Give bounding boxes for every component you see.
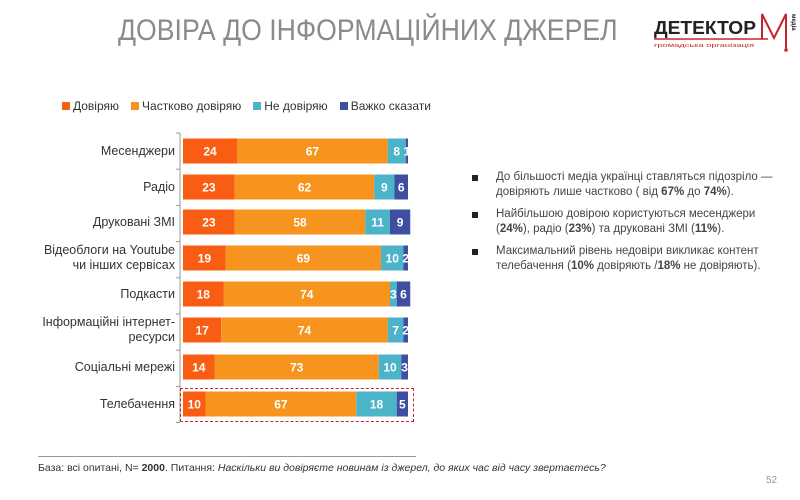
bar-segment <box>394 174 408 200</box>
bar-segment <box>234 209 366 235</box>
footer-note: База: всі опитані, N= 2000. Питання: Нас… <box>38 462 606 474</box>
bar-segment <box>183 209 235 235</box>
bar-segment <box>390 209 411 235</box>
category-label: Радіо <box>143 179 175 194</box>
legend-swatch <box>253 102 262 110</box>
chart-legend: Довіряю Частково довіряю Не довіряю Важко с… <box>62 99 431 113</box>
data-label: 23 <box>202 181 216 195</box>
legend-item: Важко сказати <box>339 99 431 113</box>
data-label: 7 <box>392 324 399 338</box>
bar-segment <box>183 317 222 343</box>
category-label: Соціальні мережі <box>74 359 175 374</box>
category-label: Телебачення <box>99 396 175 411</box>
data-label: 10 <box>188 398 202 412</box>
category-label: Відеоблоги на Youtube чи інших сервісах <box>43 243 175 272</box>
bullet-item: Найбільшою довірою користуються месендже… <box>470 207 790 237</box>
data-label: 74 <box>298 324 312 338</box>
data-label: 3 <box>390 288 397 302</box>
bar-segment <box>237 138 388 164</box>
bar-segment <box>403 245 408 271</box>
bar-segment <box>234 174 375 200</box>
bar-segment <box>387 317 404 343</box>
data-label: 18 <box>197 288 211 302</box>
data-label: 67 <box>274 398 288 412</box>
bar-segment <box>183 391 206 417</box>
data-label: 8 <box>393 145 400 159</box>
legend-swatch <box>62 102 70 110</box>
data-label: 5 <box>399 398 406 412</box>
bar-segment <box>183 281 224 307</box>
bar-segment <box>221 317 388 343</box>
bar-segment <box>405 138 408 164</box>
bar-segment <box>390 281 397 307</box>
data-label: 14 <box>192 361 206 375</box>
bar-segment <box>378 354 402 380</box>
bar-segment <box>356 391 397 417</box>
data-label: 62 <box>298 181 312 195</box>
bar-segment <box>381 245 404 271</box>
bar-segment <box>401 354 408 380</box>
data-label: 10 <box>386 252 400 266</box>
bar-segment <box>205 391 357 417</box>
bar-segment <box>225 245 381 271</box>
page-number: 52 <box>766 475 778 486</box>
bar-segment <box>183 245 226 271</box>
legend-item: Не довіряю <box>253 99 328 113</box>
category-label: Інформаційні інтернет-ресурси <box>42 315 175 344</box>
legend-swatch <box>131 102 140 110</box>
detector-media-logo: ДЕТЕКТОР громадська організація медіа <box>654 13 796 52</box>
logo-side-text: медіа <box>790 14 796 31</box>
legend-label: Частково довіряю <box>142 99 242 113</box>
data-label: 19 <box>198 252 212 266</box>
data-label: 58 <box>293 216 307 230</box>
bullet-item: До більшості медіа українці ставляться п… <box>470 170 790 200</box>
logo-text: ДЕТЕКТОР <box>654 18 756 38</box>
bar-segment <box>365 209 390 235</box>
bullet-item: Максимальний рівень недовіри викликає ко… <box>470 244 790 274</box>
legend-item: Довіряю <box>62 99 119 113</box>
data-label: 18 <box>370 398 384 412</box>
data-label: 6 <box>398 181 405 195</box>
legend-label: Не довіряю <box>264 99 328 113</box>
bar-segment <box>396 281 411 307</box>
data-label: 24 <box>203 145 217 159</box>
bar-segment <box>403 317 408 343</box>
bar-segment <box>374 174 395 200</box>
legend-item: Частково довіряю <box>131 99 241 113</box>
data-label: 6 <box>400 288 407 302</box>
category-label: Подкасти <box>120 286 175 301</box>
data-label: 3 <box>401 361 408 375</box>
footer-divider <box>38 456 416 457</box>
key-findings: До більшості медіа українці ставляться п… <box>470 170 790 281</box>
data-label: 67 <box>306 145 320 159</box>
bar-segment <box>183 354 215 380</box>
data-label: 2 <box>402 252 409 266</box>
highlight-box <box>180 388 414 422</box>
bar-segment <box>396 391 408 417</box>
bar-segment <box>223 281 390 307</box>
bar-segment <box>387 138 406 164</box>
data-label: 1 <box>404 145 411 159</box>
bar-segment <box>183 138 237 164</box>
category-label: Друковані ЗМІ <box>92 214 175 229</box>
data-label: 11 <box>371 216 384 230</box>
page-title: ДОВІРА ДО ІНФОРМАЦІЙНИХ ДЖЕРЕЛ <box>118 14 618 47</box>
data-label: 23 <box>202 216 216 230</box>
data-label: 17 <box>195 324 209 338</box>
data-label: 2 <box>402 324 409 338</box>
bar-segment <box>183 174 235 200</box>
data-label: 10 <box>383 361 397 375</box>
bar-segment <box>214 354 379 380</box>
data-label: 9 <box>397 216 404 230</box>
logo-subtitle: громадська організація <box>654 43 755 49</box>
data-label: 74 <box>300 288 314 302</box>
data-label: 69 <box>297 252 311 266</box>
legend-label: Довіряю <box>73 99 120 113</box>
legend-swatch <box>339 102 348 110</box>
category-label: Месенджери <box>100 143 175 158</box>
data-label: 9 <box>381 181 388 195</box>
legend-label: Важко сказати <box>350 99 431 113</box>
data-label: 73 <box>290 361 304 375</box>
